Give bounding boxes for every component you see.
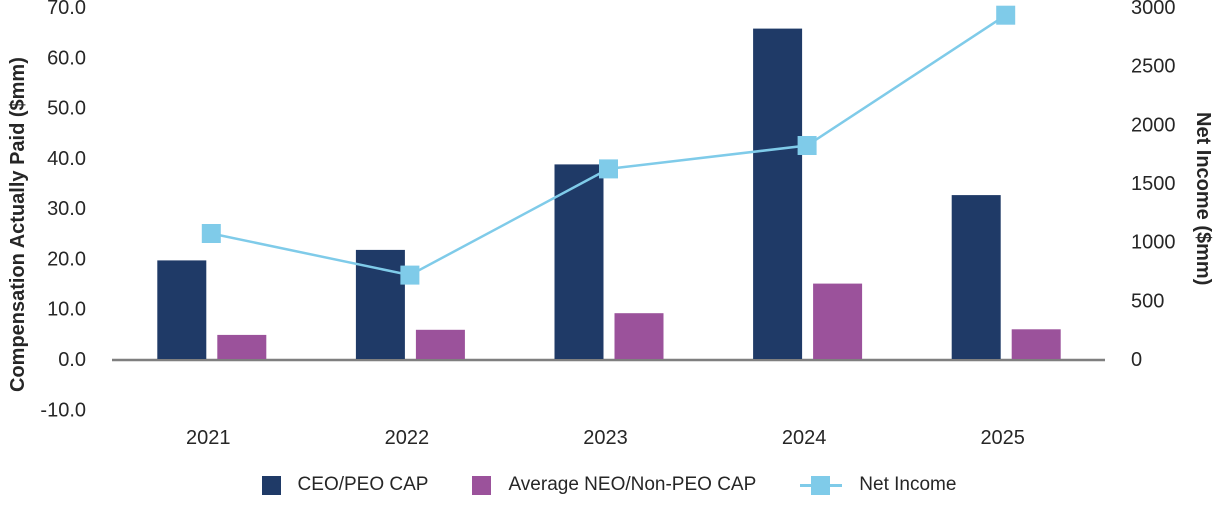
x-axis-label-2022: 2022 [385,427,430,449]
left-axis-tick-label: 10.0 [47,299,86,321]
bar-avg-neo-cap-2025 [1011,329,1061,359]
right-axis-tick-label: 0 [1131,349,1142,371]
x-axis-label-2023: 2023 [583,427,628,449]
legend-swatch-net-income [800,475,843,495]
x-axis-label-2021: 2021 [186,427,231,449]
bar-avg-neo-cap-2022 [415,329,465,359]
legend-label-avg-neo-cap: Average NEO/Non-PEO CAP [508,474,757,495]
legend-label-ceo-peo-cap: CEO/PEO CAP [297,474,429,495]
right-axis-tick-label: 3000 [1131,0,1176,19]
bar-avg-neo-cap-2024 [813,283,863,359]
net-income-marker-2024 [797,136,817,155]
left-axis-tick-label: 0.0 [58,349,86,371]
left-axis-tick-label: 40.0 [47,148,86,170]
bar-ceo-peo-cap-2024 [753,28,803,359]
bar-avg-neo-cap-2021 [217,334,267,359]
right-axis-tick-label: 1000 [1131,232,1176,254]
bar-ceo-peo-cap-2021 [157,260,207,359]
right-axis-tick-label: 1500 [1131,173,1176,195]
net-income-marker-2023 [599,159,618,179]
legend-swatch-ceo-peo-cap [261,475,281,495]
bar-ceo-peo-cap-2025 [951,195,1001,359]
right-axis-tick-label: 2500 [1131,56,1176,78]
bar-avg-neo-cap-2023 [614,313,664,359]
net-income-marker-2022 [400,265,420,285]
left-axis-tick-label: -10.0 [40,399,86,421]
legend-label-net-income: Net Income [859,474,957,495]
legend-swatch-avg-neo-cap [472,475,492,495]
x-axis-label-2025: 2025 [980,427,1025,449]
left-axis-tick-label: 50.0 [47,98,86,120]
net-income-marker-2025 [996,5,1016,25]
net-income-marker-icon [811,475,831,495]
legend-item-ceo-peo-cap: CEO/PEO CAP [261,474,429,496]
x-axis-label-2024: 2024 [782,427,827,449]
right-axis-tick-label: 500 [1131,290,1164,312]
plot-area: 70.0 60.0 50.0 40.0 30.0 20.0 10.0 0.0 -10.0 3000… [40,0,1176,449]
net-income-line [211,14,1007,277]
right-axis-tick-label: 2000 [1131,114,1176,136]
left-axis-tick-label: 20.0 [47,248,86,270]
left-axis-tick-label: 70.0 [47,0,86,19]
bar-ceo-peo-cap-2023 [554,164,604,359]
legend-item-avg-neo-cap: Average NEO/Non-PEO CAP [472,474,756,496]
net-income-marker-2021 [201,224,221,243]
legend-item-net-income: Net Income [800,474,956,496]
legend: CEO/PEO CAP Average NEO/Non-PEO CAP Net … [0,474,1218,496]
left-axis-tick-label: 30.0 [47,198,86,220]
left-axis-tick-label: 60.0 [47,47,86,69]
